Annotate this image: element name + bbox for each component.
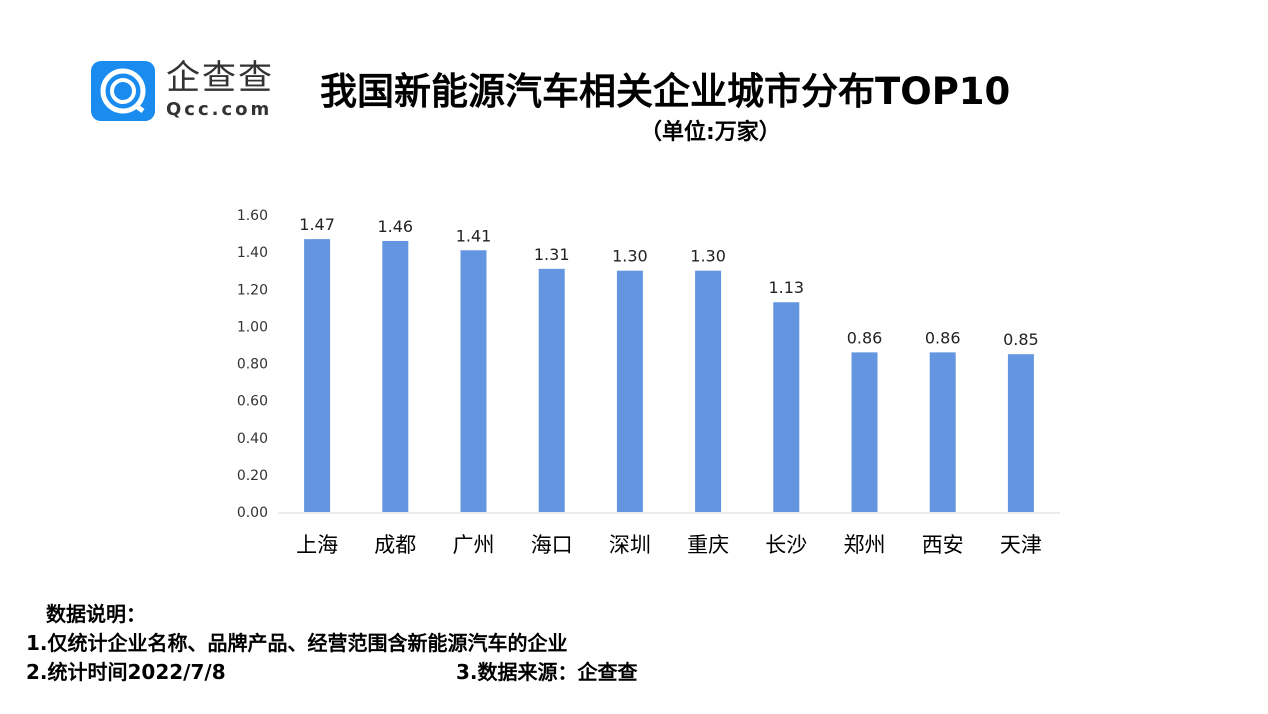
data-label: 1.31	[534, 245, 570, 264]
y-tick-label: 1.00	[237, 319, 268, 335]
bar	[851, 352, 878, 512]
notes-source: 3.数据来源：企查查	[456, 660, 638, 684]
notes-line1: 1.仅统计企业名称、品牌产品、经营范围含新能源汽车的企业	[26, 631, 568, 655]
bar-chart: 0.00 0.20 0.40 0.60 0.80 1.00 1.20 1.40 1.60 1.47…	[237, 208, 1060, 557]
data-label: 1.41	[456, 226, 492, 245]
bar	[695, 270, 722, 512]
data-label: 1.46	[377, 217, 413, 236]
y-tick-label: 0.00	[237, 505, 268, 521]
x-tick-label: 深圳	[609, 533, 651, 557]
bar	[382, 240, 409, 513]
y-tick-label: 1.40	[237, 245, 268, 261]
bar	[460, 250, 487, 513]
data-label: 0.85	[1003, 330, 1039, 349]
notes: 数据说明： 1.仅统计企业名称、品牌产品、经营范围含新能源汽车的企业 2.统计时…	[26, 600, 568, 687]
x-tick-label: 广州	[453, 533, 495, 557]
x-tick-label: 郑州	[844, 533, 886, 557]
data-label: 1.47	[299, 215, 335, 234]
data-label: 1.30	[612, 247, 648, 266]
bar	[1007, 354, 1034, 512]
chart-subtitle: （单位:万家）	[640, 120, 781, 145]
qcc-logo-icon	[91, 61, 155, 121]
y-tick-label: 0.40	[237, 431, 268, 447]
y-tick-label: 0.60	[237, 394, 268, 410]
logo-name-cn: 企查查	[166, 58, 274, 98]
x-tick-label: 重庆	[687, 533, 729, 557]
notes-heading: 数据说明：	[46, 602, 146, 626]
x-tick-label: 上海	[296, 533, 338, 557]
x-tick-label: 天津	[1000, 533, 1042, 557]
chart-title: 我国新能源汽车相关企业城市分布TOP10	[320, 70, 1011, 113]
bar	[538, 268, 565, 512]
bar	[304, 239, 331, 512]
x-tick-label: 成都	[374, 533, 416, 557]
x-tick-label: 西安	[922, 533, 964, 557]
data-label: 1.30	[690, 247, 726, 266]
y-tick-label: 0.20	[237, 468, 268, 484]
bar	[929, 352, 956, 512]
bar	[616, 270, 643, 512]
logo-name-en: Qcc.com	[166, 99, 273, 120]
y-tick-label: 1.20	[237, 282, 268, 298]
x-tick-label: 长沙	[765, 533, 807, 557]
data-label: 0.86	[847, 328, 883, 347]
bar	[773, 302, 800, 512]
x-tick-label: 海口	[531, 533, 573, 557]
data-label: 0.86	[925, 328, 961, 347]
y-tick-label: 1.60	[237, 208, 268, 224]
data-label: 1.13	[768, 278, 804, 297]
y-tick-label: 0.80	[237, 357, 268, 373]
notes-line2: 2.统计时间2022/7/8	[26, 660, 226, 684]
